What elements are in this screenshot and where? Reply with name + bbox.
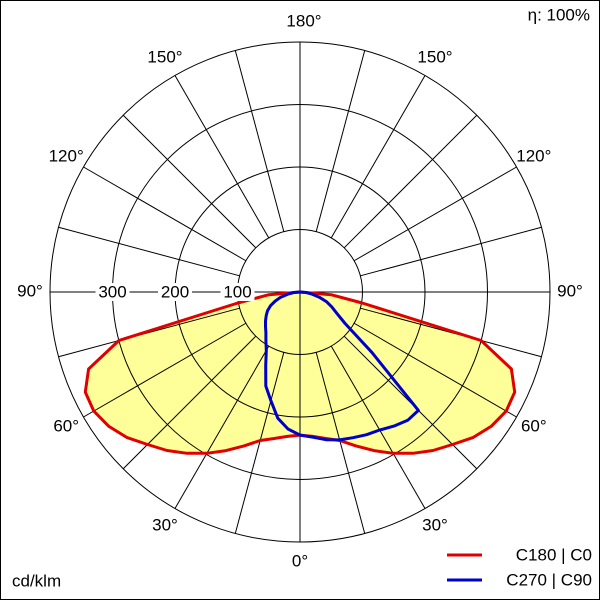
radial-grid-line [234,50,285,232]
angle-tick-label: 60° [521,416,547,435]
radial-grid-line [330,75,426,239]
radial-grid-line [122,114,257,249]
radial-grid-line [315,352,366,534]
legend: C180 | C0 C270 | C90 [447,545,592,589]
radial-grid-line [83,166,247,262]
r-tick-label-bg [95,283,130,301]
radial-grid-line [315,50,366,232]
angle-tick-label: 90° [17,281,43,300]
label-layer: 100 200 300 0° 30° 30° 60° 60° 90° 90° 120° 120° 150… [17,11,583,570]
angle-tick-label: 90° [557,281,583,300]
radial-grid-line [343,114,478,249]
radial-grid-line [174,345,270,509]
angle-tick-label: 150° [147,48,182,67]
efficiency-label: η: 100% [528,5,590,24]
legend-label: C270 | C90 [506,570,592,589]
r-tick-label: 100 [223,282,251,301]
curve-layer [83,290,517,455]
r-tick-label-bg [158,283,192,301]
radial-grid-line [234,352,285,534]
angle-tick-label: 150° [417,48,452,67]
angle-tick-label: 30° [422,515,448,534]
radial-grid-line [330,345,426,509]
radial-grid-line [353,322,517,418]
r-tick-label: 300 [98,282,126,301]
radial-grid-line [122,335,257,470]
legend-label: C180 | C0 [516,545,592,564]
angle-tick-label: 60° [53,416,79,435]
angle-tick-label: 120° [49,146,84,165]
angle-tick-label: 120° [516,146,551,165]
angle-tick-label: 180° [286,11,321,30]
r-tick-label-bg [220,283,255,301]
radial-grid-line [58,226,240,277]
radial-grid-line [360,226,542,277]
radial-grid-line [174,75,270,239]
intensity-curve [264,290,420,442]
radial-grid-line [353,166,517,262]
radial-grid-line [83,322,247,418]
angle-tick-label: 0° [292,551,308,570]
unit-label: cd/klm [12,571,61,590]
angle-tick-label: 30° [152,515,178,534]
r-tick-label: 200 [161,282,189,301]
